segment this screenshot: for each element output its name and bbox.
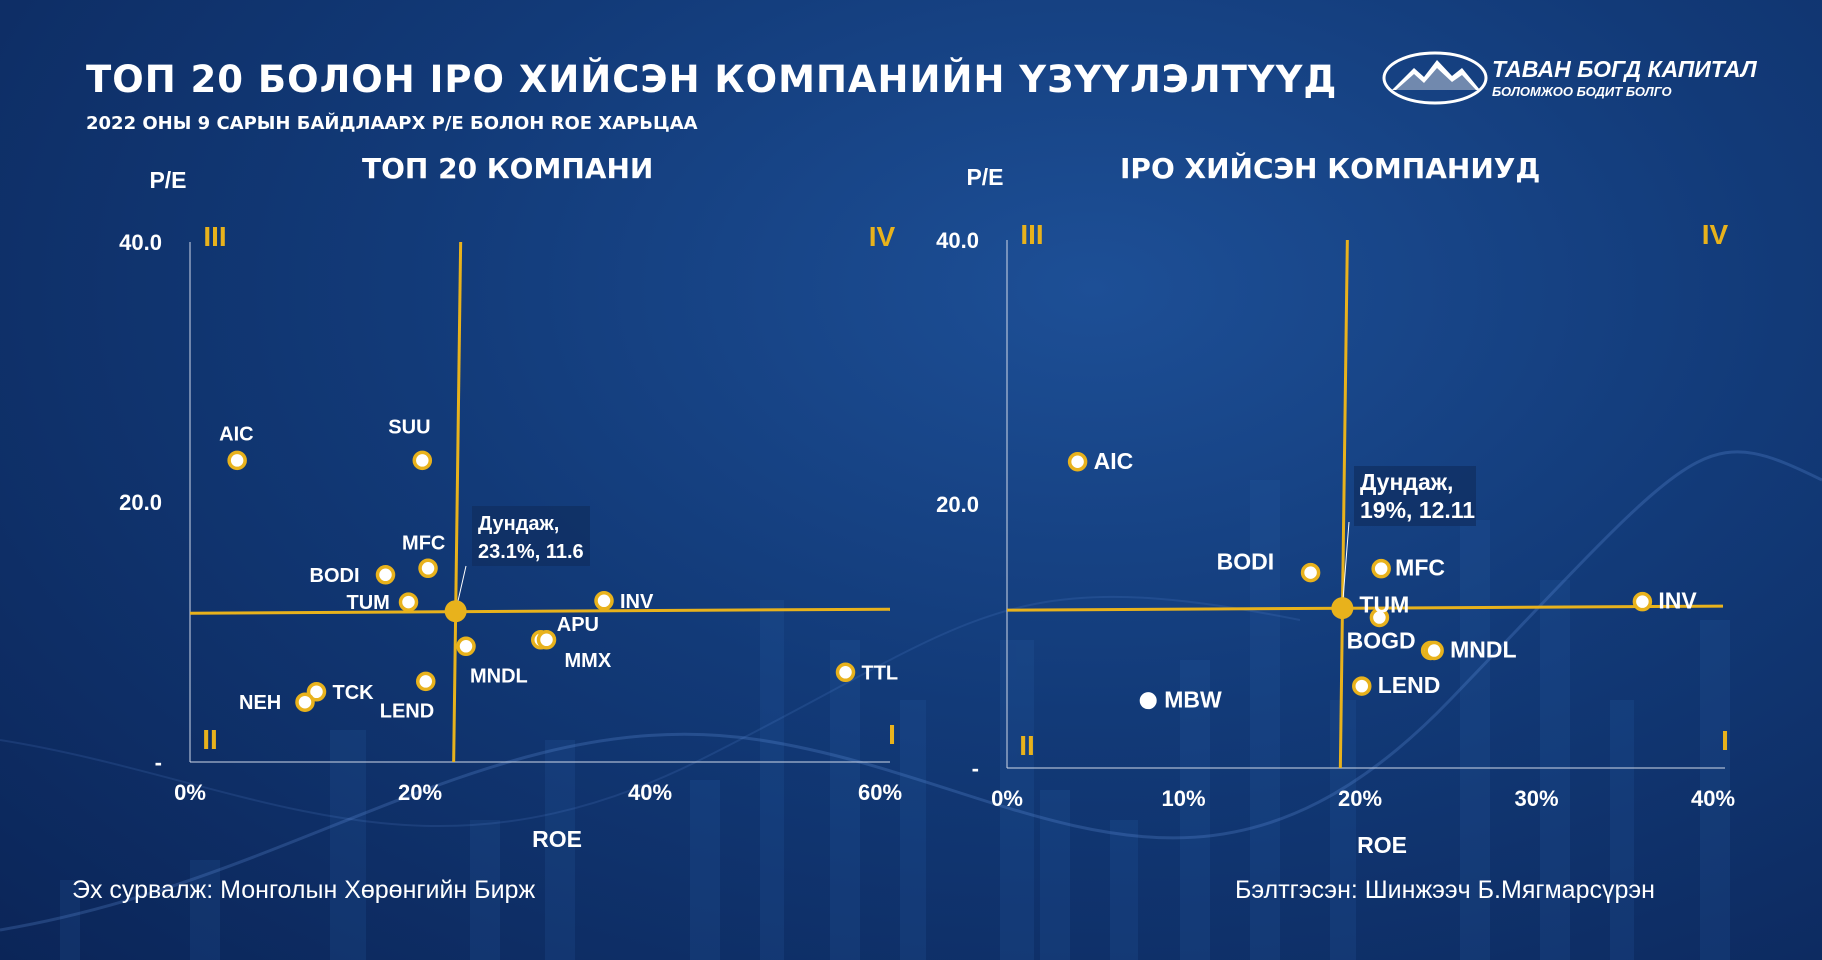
chart1-avg-label-bg: [472, 506, 590, 566]
chart1-point-label-tck: TCK: [333, 682, 375, 704]
chart2-point-tum: [1369, 607, 1390, 628]
chart2-y-tick-label: 40.0: [936, 228, 979, 253]
chart2-avg-horizontal-line: [1006, 604, 1724, 612]
chart2-y-tick-label: 20.0: [936, 492, 979, 517]
chart1-point-label-ttl: TTL: [862, 662, 899, 684]
chart2-quadrant-I: I: [1721, 725, 1729, 756]
chart1-x-tick-label: 60%: [858, 780, 902, 805]
chart1-point-label-tum: TUM: [347, 592, 390, 614]
chart2-point-label-aic: AIC: [1094, 448, 1134, 474]
chart2-avg-label-line1: Дундаж,: [1360, 469, 1453, 495]
chart1-point-inv: [594, 591, 614, 611]
chart1-point-label-mmx: MMX: [565, 650, 612, 672]
chart2-quadrant-II: II: [1019, 730, 1035, 761]
chart2-point-label-bogd: BOGD: [1347, 628, 1416, 654]
chart1-avg-label-line1: Дундаж,: [478, 513, 559, 535]
logo-tagline: БОЛОМЖОО БОДИТ БОЛГО: [1492, 84, 1672, 99]
mountain-logo-icon: [1382, 51, 1488, 105]
chart2-point-label-inv: INV: [1658, 588, 1697, 614]
chart2-point-label-bodi: BODI: [1217, 549, 1275, 575]
chart1-y-tick-label: -: [155, 750, 162, 775]
chart1-point-aic: [227, 450, 247, 471]
chart2-avg-label-line2: 19%, 12.11: [1360, 497, 1475, 523]
chart1-point-tum: [398, 592, 419, 612]
chart1-avg-point: [444, 600, 467, 623]
chart1-point-label-inv: INV: [620, 591, 654, 613]
chart2-point-label-mbw: MBW: [1164, 687, 1222, 713]
chart1-y-axis-label: P/E: [149, 167, 186, 193]
chart2-point-bodi: [1300, 562, 1321, 583]
chart2-point-label-lend: LEND: [1378, 672, 1441, 698]
chart1-y-tick-label: 40.0: [119, 230, 162, 255]
prepared-note: Бэлтгэсэн: Шинжээч Б.Мягмарсүрэн: [1235, 876, 1655, 904]
chart2-point-mndl: [1424, 640, 1444, 661]
chart2-x-tick-label: 40%: [1691, 786, 1735, 811]
chart1-point-mfc: [418, 558, 438, 579]
page-subtitle: 2022 ОНЫ 9 САРЫН БАЙДЛААРХ P/E БОЛОН ROE…: [86, 113, 698, 134]
company-logo: ТАВАН БОГД КАПИТАЛ БОЛОМЖОО БОДИТ БОЛГО: [1382, 50, 1757, 110]
chart2-x-tick-label: 20%: [1338, 786, 1382, 811]
chart1-y-tick-label: 20.0: [119, 490, 162, 515]
chart1-point-label-bodi: BODI: [310, 565, 360, 587]
chart2-quadrant-III: III: [1020, 219, 1043, 250]
page-title: ТОП 20 БОЛОН IPO ХИЙСЭН КОМПАНИЙН ҮЗҮҮЛЭ…: [86, 58, 1338, 101]
chart1-point-label-apu: APU: [557, 614, 599, 636]
chart2-point-inv: [1632, 591, 1653, 612]
chart1-point-lend: [416, 671, 436, 692]
chart1-point-label-mndl: MNDL: [470, 665, 528, 687]
chart1-x-tick-label: 0%: [174, 780, 206, 805]
chart1-point-neh: [295, 692, 315, 712]
chart2-point-aic: [1067, 452, 1088, 472]
chart2-avg-point: [1331, 597, 1354, 620]
chart1-avg-horizontal-line: [189, 607, 891, 615]
logo-name: ТАВАН БОГД КАПИТАЛ: [1492, 56, 1757, 82]
chart1-point-bodi: [375, 565, 396, 585]
chart1-point-label-aic: AIC: [219, 423, 253, 445]
chart2-avg-leader-line: [1341, 521, 1350, 609]
chart2-x-tick-label: 0%: [991, 786, 1023, 811]
chart1-x-tick-label: 40%: [628, 780, 672, 805]
chart1-point-ttl: [835, 662, 856, 683]
chart1-point-label-mfc: MFC: [402, 532, 445, 554]
chart1-quadrant-III: III: [203, 221, 226, 252]
chart2-point-label-mndl: MNDL: [1450, 637, 1516, 663]
chart1-title: ТОП 20 КОМПАНИ: [362, 152, 654, 185]
chart2-point-lend: [1352, 676, 1372, 696]
chart1-avg-vertical-line: [452, 241, 463, 763]
chart2-x-tick-label: 10%: [1161, 786, 1205, 811]
chart2-point-mbw: [1139, 692, 1157, 710]
chart2-y-tick-label: -: [972, 756, 979, 781]
chart1-point-label-lend: LEND: [380, 700, 434, 722]
chart1-x-tick-label: 20%: [398, 780, 442, 805]
chart1-point-suu: [412, 450, 433, 471]
chart2-quadrant-IV: IV: [1702, 219, 1729, 250]
chart1-avg-label-line2: 23.1%, 11.6: [478, 541, 584, 563]
source-note: Эх сурвалж: Монголын Хөрөнгийн Бирж: [72, 876, 536, 904]
chart2-avg-vertical-line: [1338, 239, 1349, 769]
chart1-point-label-suu: SUU: [388, 416, 430, 438]
chart2-title: IPO ХИЙСЭН КОМПАНИУД: [1120, 152, 1541, 185]
chart1-point-mmx: [536, 630, 557, 650]
chart1-point-mndl: [456, 636, 476, 657]
chart1-x-axis-label: ROE: [532, 826, 582, 852]
chart1-point-label-neh: NEH: [239, 692, 281, 714]
chart2-y-axis-label: P/E: [966, 164, 1003, 190]
chart1-point-tck: [306, 682, 327, 702]
chart2-x-axis-label: ROE: [1357, 832, 1407, 858]
chart1-quadrant-I: I: [888, 719, 896, 750]
chart2-point-label-tum: TUM: [1359, 592, 1409, 618]
chart1-quadrant-II: II: [202, 724, 218, 755]
chart2-point-label-mfc: MFC: [1395, 555, 1445, 581]
chart2-point-mfc: [1371, 558, 1391, 579]
chart1-quadrant-IV: IV: [869, 221, 896, 252]
chart2-x-tick-label: 30%: [1514, 786, 1558, 811]
chart2-avg-label-bg: [1354, 466, 1476, 526]
